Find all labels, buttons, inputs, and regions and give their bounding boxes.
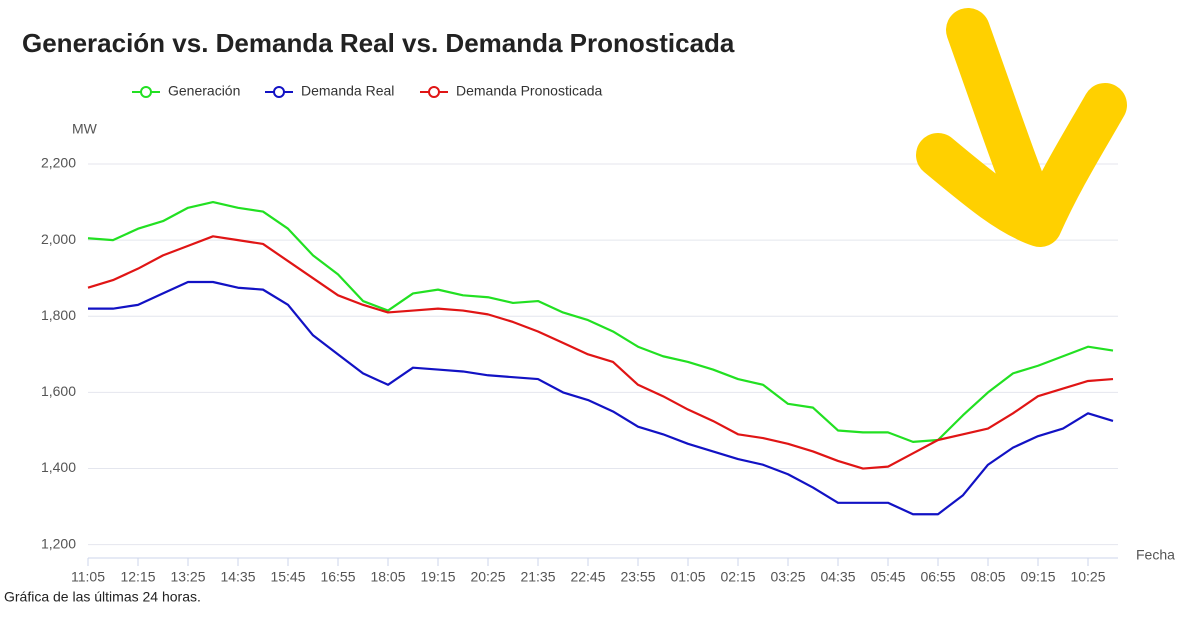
legend-marker — [428, 86, 440, 98]
series-line — [87, 235, 1114, 470]
y-tick-label: 2,200 — [41, 155, 76, 171]
y-axis-label: MW — [72, 121, 98, 137]
arrow — [916, 8, 1127, 247]
x-tick-label: 06:55 — [920, 569, 955, 585]
series-line — [87, 200, 1114, 443]
x-tick-label: 10:25 — [1070, 569, 1105, 585]
legend-label[interactable]: Demanda Real — [301, 83, 394, 99]
legend-label[interactable]: Generación — [168, 83, 240, 99]
plot-area: 1,200 1,400 1,600 1,800 2,000 2,200 11:05 12:15… — [41, 83, 1118, 585]
x-tick-label: 14:35 — [220, 569, 255, 585]
x-tick-label: 15:45 — [270, 569, 305, 585]
x-tick-label: 11:05 — [71, 569, 105, 585]
x-tick-label: 20:25 — [470, 569, 505, 585]
x-tick-label: 08:05 — [970, 569, 1005, 585]
x-tick-label: 12:15 — [120, 569, 155, 585]
x-tick-label: 09:15 — [1020, 569, 1055, 585]
arrow-annotation — [916, 8, 1127, 247]
x-tick-label: 23:55 — [620, 569, 655, 585]
x-tick-label: 18:05 — [370, 569, 405, 585]
x-tick-label: 16:55 — [320, 569, 355, 585]
chart-title: Generación vs. Demanda Real vs. Demanda … — [22, 28, 735, 58]
legend-label[interactable]: Demanda Pronosticada — [456, 83, 603, 99]
x-tick-label: 02:15 — [720, 569, 755, 585]
y-tick-label: 1,200 — [41, 535, 76, 551]
x-axis-label: Fecha — [1136, 547, 1175, 563]
y-tick-label: 1,400 — [41, 459, 76, 475]
x-tick-label: 19:15 — [420, 569, 455, 585]
y-tick-label: 1,800 — [41, 307, 76, 323]
y-tick-label: 2,000 — [41, 231, 76, 247]
x-tick-label: 05:45 — [870, 569, 905, 585]
x-tick-label: 21:35 — [520, 569, 555, 585]
series-line — [88, 280, 1114, 516]
y-tick-label: 1,600 — [41, 383, 76, 399]
x-tick-label: 04:35 — [820, 569, 855, 585]
x-tick-label: 22:45 — [570, 569, 605, 585]
x-tick-label: 03:25 — [770, 569, 805, 585]
x-tick-label: 01:05 — [670, 569, 705, 585]
footnote: Gráfica de las últimas 24 horas. — [4, 589, 201, 605]
x-tick-label: 13:25 — [170, 569, 205, 585]
legend-marker — [140, 86, 152, 98]
legend-marker — [273, 86, 285, 98]
